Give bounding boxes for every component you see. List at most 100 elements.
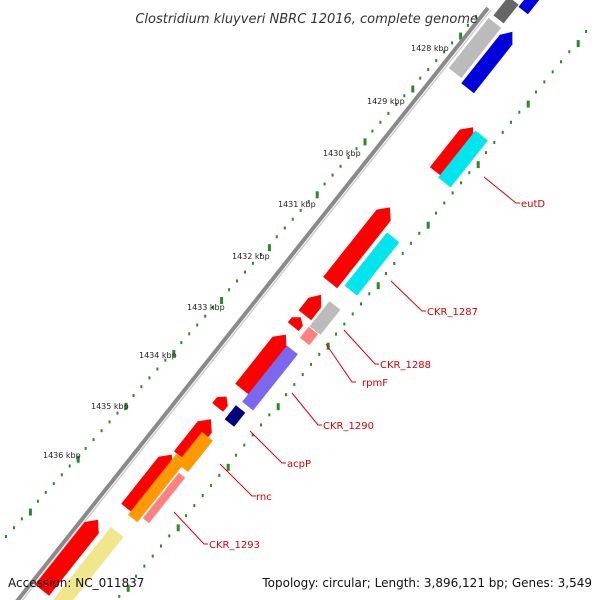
scale-tick-outer xyxy=(148,376,151,380)
scale-tick-inner xyxy=(543,80,546,84)
scale-tick-outer xyxy=(132,394,135,397)
scale-tick-outer xyxy=(76,455,80,463)
gene-callout-line xyxy=(219,463,256,497)
scale-tick-outer xyxy=(291,217,294,221)
scale-tick-inner xyxy=(118,594,121,598)
scale-tick-outer xyxy=(459,32,463,40)
scale-tick-outer xyxy=(196,323,199,327)
scale-tick-outer xyxy=(228,288,231,292)
scale-tick-inner xyxy=(251,433,254,437)
scale-tick-outer xyxy=(307,200,310,204)
gene-callout-line xyxy=(291,392,322,426)
gene-label: CKR_1288 xyxy=(380,360,431,371)
gene-features xyxy=(35,0,540,600)
scale-tick-inner xyxy=(460,181,462,185)
scale-tick-outer xyxy=(5,535,7,538)
scale-tick-outer xyxy=(251,261,254,265)
gene-label: rnc xyxy=(256,492,272,503)
gene-blue-top xyxy=(518,0,540,15)
scale-tick-inner xyxy=(268,413,271,417)
scale-tick-outer xyxy=(411,85,415,93)
gene-arrow-CKR_1293 xyxy=(121,454,173,515)
gene-CKR_1287 xyxy=(344,232,400,296)
scale-tick-inner xyxy=(510,120,512,124)
scale-tick-inner xyxy=(351,312,354,316)
scale-tick-inner xyxy=(585,30,587,33)
scale-tick-outer xyxy=(36,499,39,503)
scale-tick-outer xyxy=(204,314,207,318)
scale-tick-inner xyxy=(168,534,171,538)
scale-tick-inner xyxy=(243,443,246,447)
scale-tick-inner xyxy=(443,201,446,205)
gene-callouts xyxy=(173,176,520,545)
gene-label: rpmF xyxy=(362,378,388,389)
genome-stats-text: Topology: circular; Length: 3,896,121 bp… xyxy=(261,576,592,590)
scale-tick-outer xyxy=(403,94,406,98)
scale-tick-outer xyxy=(443,50,446,54)
gene-rpmF xyxy=(299,326,319,346)
scale-tick-inner xyxy=(143,564,146,568)
accession-text: Accession: NC_011837 xyxy=(8,576,144,590)
scale-tick-outer xyxy=(355,147,358,151)
scale-tick-inner xyxy=(393,262,396,265)
scale-tick-outer xyxy=(451,41,454,45)
scale-tick-inner xyxy=(301,373,304,376)
scale-tick-outer xyxy=(13,526,15,530)
gene-arrow-rnc xyxy=(174,419,212,463)
scale-tick-inner xyxy=(151,554,154,558)
gene-label: CKR_1290 xyxy=(323,421,374,432)
scale-tick-outer xyxy=(331,173,334,177)
kbp-scale-labels: 1428 kbp 1429 kbp 1430 kbp 1431 kbp 1432 kbp… xyxy=(43,44,449,460)
kbp-label: 1435 kbp xyxy=(91,402,129,411)
kbp-label: 1436 kbp xyxy=(43,451,81,460)
scale-tick-inner xyxy=(493,141,496,144)
scale-tick-inner xyxy=(468,171,471,175)
scale-tick-inner xyxy=(210,483,212,487)
scale-tick-inner xyxy=(526,100,530,108)
scale-tick-outer xyxy=(180,341,183,345)
scale-tick-inner xyxy=(560,60,562,64)
map-title: Clostridium kluyveri NBRC 12016, complet… xyxy=(135,12,478,27)
gene-label: acpP xyxy=(287,459,311,470)
scale-tick-inner xyxy=(376,282,380,290)
scale-tick-outer xyxy=(259,253,262,256)
scale-tick-inner xyxy=(260,423,262,427)
scale-tick-outer xyxy=(283,226,286,230)
scale-tick-outer xyxy=(387,111,390,115)
gene-rnc xyxy=(177,432,213,472)
scale-tick-outer xyxy=(44,490,47,494)
scale-tick-outer xyxy=(379,120,382,124)
kbp-label: 1429 kbp xyxy=(367,97,405,106)
genome-backbone xyxy=(15,6,492,600)
gene-grey-1 xyxy=(448,18,502,78)
scale-ticks xyxy=(5,15,587,598)
gene-CKR_1293-lower xyxy=(142,472,186,524)
scale-tick-inner xyxy=(318,352,321,356)
scale-tick-inner xyxy=(368,292,371,296)
gene-callout-line xyxy=(483,176,520,204)
scale-tick-inner xyxy=(201,494,204,497)
scale-tick-outer xyxy=(60,473,63,477)
scale-tick-inner xyxy=(501,130,504,134)
scale-tick-outer xyxy=(244,270,246,274)
scale-tick-outer xyxy=(236,279,238,283)
scale-tick-outer xyxy=(220,297,224,304)
gene-arrow-eutD xyxy=(429,127,474,179)
scale-tick-inner xyxy=(410,241,412,245)
scale-tick-outer xyxy=(52,482,55,486)
scale-tick-outer xyxy=(140,385,143,389)
scale-tick-outer xyxy=(116,411,119,415)
gene-arrow-bottom xyxy=(35,519,99,596)
scale-tick-outer xyxy=(347,156,350,159)
scale-tick-inner xyxy=(276,403,280,411)
scale-tick-outer xyxy=(315,191,319,199)
scale-tick-outer xyxy=(156,367,159,371)
scale-tick-outer xyxy=(100,429,103,433)
scale-tick-inner xyxy=(435,211,437,215)
kbp-label: 1428 kbp xyxy=(411,44,449,53)
scale-tick-inner xyxy=(176,524,180,532)
kbp-label: 1430 kbp xyxy=(323,149,361,158)
gene-arrow-acpP xyxy=(212,396,228,412)
scale-tick-outer xyxy=(84,446,87,450)
scale-tick-inner xyxy=(401,251,404,255)
